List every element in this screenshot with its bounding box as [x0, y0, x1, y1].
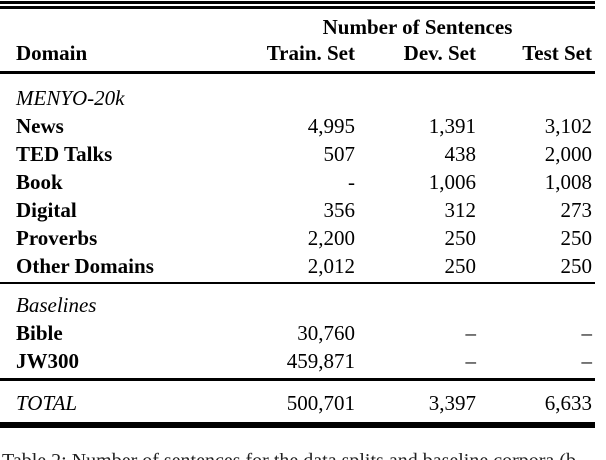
section-label-row: MENYO-20k: [0, 84, 595, 112]
empty-cell: [240, 291, 355, 319]
top-rule-1: [0, 0, 595, 4]
test-cell: –: [581, 321, 593, 345]
test-cell: 273: [560, 197, 593, 222]
domain-cell: News: [16, 113, 64, 138]
table-row: Digital 356 312 273: [0, 196, 595, 224]
test-cell: 2,000: [544, 141, 592, 166]
domain-cell: Other Domains: [16, 253, 154, 278]
table-row: JW300 459,871 – –: [0, 347, 595, 375]
section-label-row: Baselines: [0, 291, 595, 319]
total-test-cell: 6,633: [544, 391, 592, 415]
pre-total-rule: [0, 378, 595, 381]
train-cell: -: [348, 169, 355, 194]
domain-cell: JW300: [16, 349, 79, 373]
table-caption-clipped: Table 2: Number of sentences for the dat…: [0, 449, 595, 460]
test-cell: 250: [560, 225, 593, 250]
dev-cell: –: [465, 321, 477, 345]
dev-cell: 438: [444, 141, 477, 166]
dev-cell: 250: [444, 253, 477, 278]
dev-cell: –: [465, 349, 477, 373]
domain-cell: TED Talks: [16, 141, 113, 166]
dev-cell: 1,391: [428, 113, 476, 138]
test-cell: 250: [560, 253, 593, 278]
table-row: TED Talks 507 438 2,000: [0, 140, 595, 168]
table-row: Bible 30,760 – –: [0, 319, 595, 347]
column-header-domain: Domain: [16, 40, 88, 65]
test-cell: 1,008: [544, 169, 592, 194]
domain-cell: Book: [16, 169, 63, 194]
bottom-rule: [0, 422, 595, 428]
train-cell: 2,012: [307, 253, 355, 278]
header-group-spacer: [0, 15, 240, 39]
empty-cell: [355, 84, 476, 112]
domain-cell: Bible: [16, 321, 63, 345]
train-cell: 356: [323, 197, 356, 222]
header-group-title: Number of Sentences: [322, 14, 513, 39]
top-rule-2: [0, 5, 595, 9]
section-label-baselines: Baselines: [16, 293, 97, 317]
test-cell: –: [581, 349, 593, 373]
train-cell: 2,200: [307, 225, 355, 250]
total-train-cell: 500,701: [286, 391, 355, 415]
column-header-train: Train. Set: [266, 40, 355, 65]
domain-cell: Digital: [16, 197, 77, 222]
dev-cell: 1,006: [428, 169, 476, 194]
dev-cell: 312: [444, 197, 477, 222]
total-dev-cell: 3,397: [428, 391, 476, 415]
test-cell: 3,102: [544, 113, 592, 138]
train-cell: 459,871: [286, 349, 355, 373]
empty-cell: [476, 291, 595, 319]
column-header-test: Test Set: [522, 40, 592, 65]
header-row: Domain Train. Set Dev. Set Test Set: [0, 39, 595, 67]
table-row: Proverbs 2,200 250 250: [0, 224, 595, 252]
train-cell: 507: [323, 141, 356, 166]
train-cell: 30,760: [297, 321, 355, 345]
top-rule-gap: [0, 4, 595, 6]
header-group-row: Number of Sentences: [0, 15, 595, 39]
section-label-menyo20k: MENYO-20k: [16, 85, 125, 110]
dev-cell: 250: [444, 225, 477, 250]
table-row: Book - 1,006 1,008: [0, 168, 595, 196]
empty-cell: [355, 291, 476, 319]
total-row: TOTAL 500,701 3,397 6,633: [0, 389, 595, 417]
empty-cell: [240, 84, 355, 112]
empty-cell: [476, 84, 595, 112]
total-label: TOTAL: [16, 391, 78, 415]
column-header-dev: Dev. Set: [403, 40, 476, 65]
header-rule: [0, 70, 595, 74]
section-rule: [0, 281, 595, 284]
table-row: News 4,995 1,391 3,102: [0, 112, 595, 140]
domain-cell: Proverbs: [16, 225, 98, 250]
train-cell: 4,995: [307, 113, 355, 138]
table-row: Other Domains 2,012 250 250: [0, 252, 595, 280]
